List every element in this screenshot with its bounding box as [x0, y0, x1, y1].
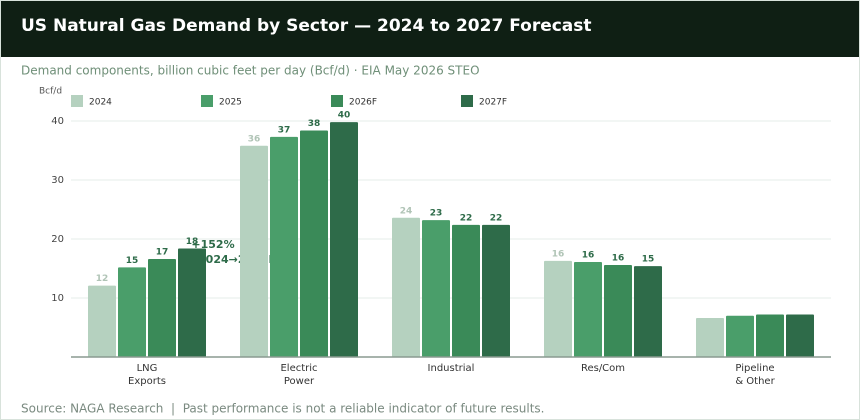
value-label: 23	[430, 209, 443, 219]
value-label: 16	[552, 249, 565, 259]
value-label: 37	[278, 125, 291, 135]
legend-label: 2024	[89, 98, 112, 108]
value-label: 38	[308, 119, 321, 129]
legend-label: 2025	[219, 98, 242, 108]
bar	[544, 260, 572, 357]
bar	[574, 262, 602, 357]
bar	[88, 285, 116, 357]
legend-swatch	[71, 95, 83, 107]
bar	[300, 130, 328, 357]
value-label: 24	[400, 206, 413, 216]
value-label: 12	[96, 274, 109, 284]
bar	[696, 318, 724, 357]
chart-subtitle: Demand components, billion cubic feet pe…	[21, 64, 480, 78]
chart-title: US Natural Gas Demand by Sector — 2024 t…	[21, 16, 592, 36]
bar	[452, 224, 480, 357]
legend-swatch	[331, 95, 343, 107]
value-label: 16	[612, 253, 625, 263]
bar	[786, 314, 814, 357]
legend-swatch	[201, 95, 213, 107]
bar	[422, 220, 450, 357]
bar	[148, 259, 176, 357]
value-label: 18	[186, 237, 199, 247]
x-tick-label: Electric Power	[280, 363, 317, 387]
bar	[756, 314, 784, 357]
bar	[270, 136, 298, 357]
value-label: 40	[338, 111, 351, 121]
source-note: Source: NAGA Research | Past performance…	[21, 402, 545, 416]
value-label: 16	[582, 251, 595, 261]
x-tick-label: Industrial	[428, 363, 475, 374]
value-label: 15	[126, 256, 139, 266]
x-tick-label: LNG Exports	[128, 363, 166, 387]
header-band	[1, 1, 859, 57]
y-tick-label: 40	[51, 116, 64, 127]
bar	[726, 315, 754, 357]
bar	[634, 266, 662, 357]
bar	[178, 248, 206, 357]
x-tick-label: Res/Com	[581, 363, 625, 374]
y-tick-label: 30	[51, 175, 64, 186]
value-label: 36	[248, 134, 261, 144]
value-label: 22	[460, 213, 473, 223]
bar	[118, 267, 146, 357]
value-label: 22	[490, 213, 503, 223]
value-label: 15	[642, 255, 655, 265]
bar	[240, 145, 268, 357]
y-tick-label: 10	[51, 293, 64, 304]
y-tick-label: 20	[51, 234, 64, 245]
bar	[604, 264, 632, 357]
legend-label: 2026F	[349, 98, 377, 108]
legend-label: 2027F	[479, 98, 507, 108]
x-tick-label: Pipeline & Other	[735, 363, 775, 387]
y-axis-label: Bcf/d	[39, 87, 62, 97]
annotation: +152%	[191, 238, 234, 251]
value-label: 17	[156, 248, 169, 258]
bar	[392, 217, 420, 357]
bar	[482, 224, 510, 357]
bar	[330, 122, 358, 358]
legend-swatch	[461, 95, 473, 107]
